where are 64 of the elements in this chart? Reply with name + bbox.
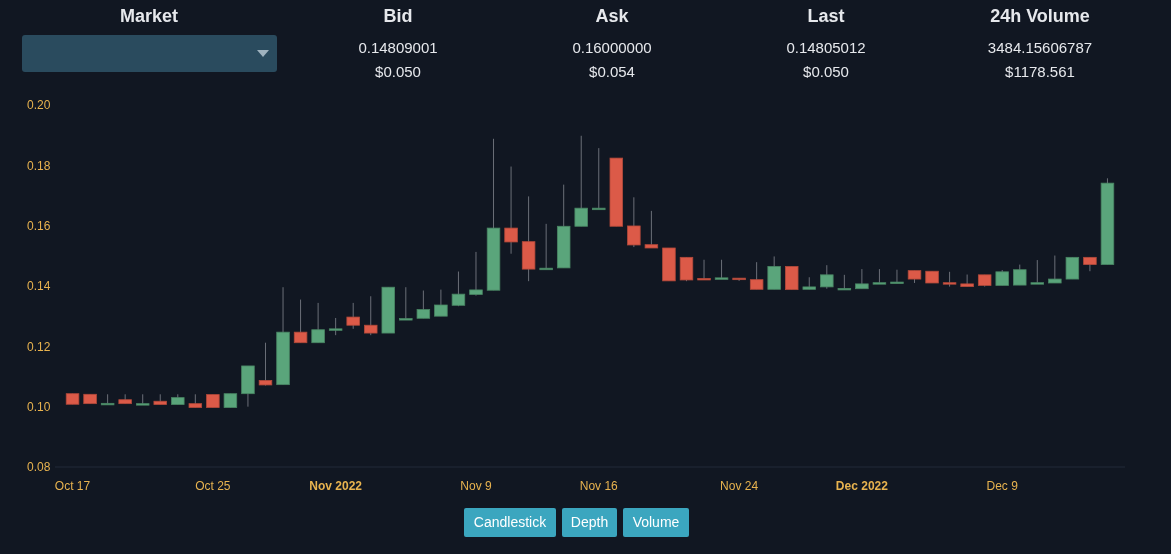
- text: $0.050: [803, 63, 849, 80]
- text: 0.14809001: [358, 39, 438, 56]
- candlestick: [785, 265, 799, 291]
- x-tick-label: Dec 2022: [835, 479, 889, 493]
- y-tick-label: 0.16: [27, 218, 51, 233]
- candlestick: [890, 269, 904, 284]
- candlestick: [364, 295, 378, 336]
- button: Candlestick: [464, 508, 556, 537]
- text: $0.054: [589, 63, 635, 80]
- x-tick-label: Nov 24: [720, 479, 759, 493]
- candlestick: [627, 196, 641, 248]
- text: Ask: [595, 6, 630, 26]
- candlestick: [293, 299, 308, 344]
- candlestick: [1048, 255, 1062, 284]
- text: Last: [807, 6, 845, 26]
- candlestick: [1065, 256, 1080, 280]
- y-tick-label: 0.20: [27, 98, 51, 113]
- candlestick: [820, 264, 834, 290]
- candlestick: [767, 255, 781, 290]
- button: Depth: [562, 508, 617, 537]
- text: 3484.15606787: [987, 39, 1093, 56]
- candlestick: [592, 147, 606, 211]
- candlestick: [434, 289, 448, 317]
- candlestick: [960, 274, 974, 288]
- y-tick-label: 0.14: [27, 279, 51, 294]
- candlestick: [135, 393, 150, 406]
- candlestick: [469, 251, 483, 297]
- x-tick-label: Nov 9: [460, 479, 492, 493]
- candlestick: [346, 302, 360, 330]
- text: $0.050: [375, 63, 421, 80]
- y-tick-label: 0.08: [27, 460, 51, 475]
- candlestick: [1030, 259, 1045, 285]
- text: Bid: [383, 6, 413, 26]
- candlestick: [872, 268, 887, 285]
- x-tick-label: Nov 2022: [309, 479, 363, 493]
- candlestick: [644, 210, 659, 249]
- candlestick: [837, 274, 852, 291]
- candlestick: [399, 286, 413, 321]
- x-tick-label: Dec 9: [986, 479, 1019, 493]
- x-tick-label: Nov 16: [579, 479, 619, 493]
- candlestick: [451, 271, 466, 307]
- candlestick: [504, 166, 518, 255]
- candlestick: [539, 223, 553, 271]
- candlestick: [855, 268, 869, 290]
- y-tick-label: 0.10: [27, 399, 51, 414]
- candlestick: [574, 135, 588, 227]
- candlestick: [416, 290, 431, 319]
- candlestick: [749, 261, 764, 290]
- y-tick-label: 0.18: [27, 158, 51, 173]
- candlestick: [714, 259, 729, 280]
- x-tick-label: Oct 17: [54, 479, 91, 493]
- x-tick-label: Oct 25: [195, 479, 231, 493]
- text: 24h Volume: [990, 6, 1090, 26]
- button: Volume: [623, 508, 689, 537]
- candlestick: [311, 302, 325, 344]
- text: $1178.561: [1005, 63, 1075, 80]
- text: 0.16000000: [572, 39, 652, 56]
- text: 0.14805012: [786, 39, 866, 56]
- candlestick: [258, 342, 273, 387]
- y-tick-label: 0.12: [27, 339, 51, 354]
- candlestick: [100, 393, 115, 406]
- candlestick: [1013, 264, 1027, 286]
- text: Market: [119, 6, 179, 26]
- candlestick: [697, 259, 711, 281]
